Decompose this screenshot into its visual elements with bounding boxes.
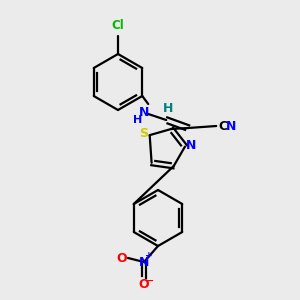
Text: O: O <box>139 278 149 290</box>
Text: H: H <box>163 101 173 115</box>
Text: −: − <box>146 276 154 286</box>
Text: Cl: Cl <box>112 19 124 32</box>
Text: S: S <box>139 127 148 140</box>
Text: O: O <box>117 251 127 265</box>
Text: N: N <box>186 139 196 152</box>
Text: C: C <box>218 119 227 133</box>
Text: N: N <box>139 256 149 268</box>
Text: +: + <box>145 251 153 260</box>
Text: N: N <box>139 106 149 118</box>
Text: N: N <box>226 119 237 133</box>
Text: H: H <box>133 115 142 125</box>
